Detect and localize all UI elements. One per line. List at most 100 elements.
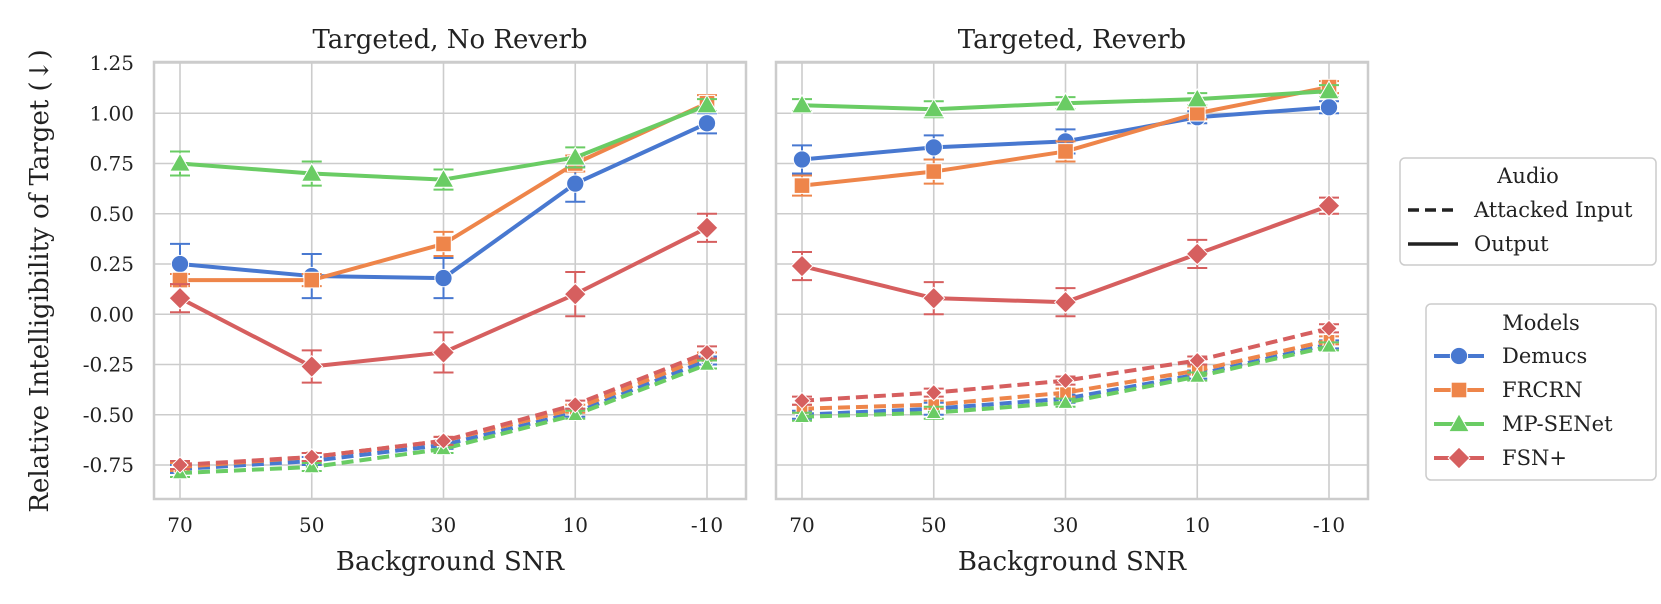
data-point [168, 152, 192, 172]
data-point [303, 458, 321, 474]
data-point [1057, 143, 1074, 160]
x-tick-label: 50 [921, 513, 946, 537]
data-point [566, 174, 585, 193]
x-tick-label: 70 [789, 513, 814, 537]
data-point [1319, 98, 1339, 117]
x-tick-label: 50 [299, 513, 324, 537]
series-mp-senet-attacked [792, 337, 1339, 423]
panel-reverb: Targeted, Reverb 70 50 30 10 -10 Background … [774, 25, 1370, 577]
x-tick-label: -10 [1313, 513, 1345, 537]
data-point [924, 138, 943, 157]
legend-entry-mp-senet: MP-SENet [1434, 412, 1613, 436]
legend-marker [1450, 381, 1468, 399]
y-tick-label: 0.75 [89, 152, 134, 176]
legend-models-title: Models [1502, 311, 1580, 335]
legend-marker [1447, 446, 1471, 470]
panel-title: Targeted, Reverb [958, 25, 1186, 55]
y-tick-label: -0.25 [83, 353, 134, 377]
data-point [435, 235, 452, 253]
series-fsn--output [168, 212, 719, 384]
data-point [434, 268, 453, 288]
legend-models: Models Demucs FRCRN MP-SENet FSN+ [1425, 303, 1657, 481]
data-point [432, 168, 455, 188]
data-point [1056, 394, 1075, 409]
legend-frame [1425, 303, 1657, 481]
series-line [801, 326, 1330, 403]
data-point [1056, 371, 1075, 390]
data-point [1317, 79, 1341, 100]
data-point [303, 271, 321, 289]
data-point [566, 406, 584, 421]
data-point [925, 404, 943, 419]
legend-frame [1399, 157, 1657, 266]
data-point [1188, 104, 1206, 122]
data-point [790, 94, 814, 114]
data-point [698, 343, 716, 362]
legend-label: Demucs [1502, 344, 1587, 368]
data-point [1317, 194, 1341, 218]
data-point [171, 456, 189, 474]
legend-label: FRCRN [1502, 378, 1583, 402]
data-point [302, 448, 321, 466]
legend-marker [1447, 412, 1471, 433]
data-point [1320, 319, 1338, 338]
series-fsn--attacked [792, 319, 1339, 410]
data-point [564, 146, 587, 166]
legend-attacked-label: Attacked Input [1473, 198, 1633, 222]
data-point [792, 150, 812, 169]
x-axis-title: Background SNR [958, 547, 1188, 577]
data-point [790, 254, 814, 278]
y-tick-label: 1.00 [89, 101, 134, 125]
x-tick-label: 10 [1185, 513, 1210, 537]
data-point [1188, 367, 1206, 383]
data-point [922, 98, 945, 118]
data-point [697, 114, 717, 133]
data-point [1186, 87, 1209, 108]
legend-output-label: Output [1474, 232, 1549, 256]
legend-entry-frcrn: FRCRN [1434, 378, 1583, 402]
data-point [300, 355, 324, 379]
y-tick-label: 0.50 [89, 202, 134, 226]
series-fsn--output [790, 194, 1341, 318]
series-line [801, 338, 1330, 411]
x-tick-label: -10 [691, 513, 723, 537]
x-tick-label: 70 [167, 513, 192, 537]
data-point [1053, 290, 1078, 314]
legend-label: FSN+ [1502, 446, 1567, 470]
data-point [563, 282, 587, 306]
data-point [170, 254, 190, 274]
legend-audio: Audio Attacked Input Output [1399, 157, 1657, 266]
y-tick-label: 0.00 [89, 302, 134, 326]
panel-frame [774, 60, 1370, 501]
y-tick-label: -0.75 [83, 453, 134, 477]
y-axis-title: Relative Intelligibility of Target (↓) [25, 49, 55, 512]
data-point [168, 286, 192, 310]
data-point [793, 391, 811, 410]
data-point [1185, 242, 1209, 266]
series-mp-senet-output [790, 79, 1341, 119]
series-fsn--attacked [170, 343, 717, 474]
data-point [793, 408, 811, 423]
data-point [431, 340, 456, 364]
data-point [922, 286, 946, 310]
y-tick-label: 1.25 [89, 51, 134, 75]
data-point [1320, 337, 1338, 353]
legend-audio-title: Audio [1496, 164, 1559, 188]
data-point [925, 163, 943, 180]
data-point [1188, 351, 1207, 370]
legend-marker [1449, 346, 1469, 366]
series-mp-senet-output [168, 94, 719, 191]
legend-label: MP-SENet [1502, 412, 1613, 436]
data-point [695, 216, 719, 240]
data-point [1054, 91, 1077, 112]
legend-entry-fsn-: FSN+ [1434, 446, 1567, 470]
y-tick-label: -0.50 [83, 403, 134, 427]
series-frcrn-output [792, 78, 1339, 197]
panel-no-reverb: Targeted, No Reverb 70 50 30 10 -10 1.25 1.00… [83, 25, 748, 577]
x-tick-label: 10 [563, 513, 588, 537]
data-point [434, 432, 453, 450]
x-axis-title: Background SNR [336, 547, 566, 577]
data-point [793, 177, 811, 194]
data-point [924, 383, 943, 402]
